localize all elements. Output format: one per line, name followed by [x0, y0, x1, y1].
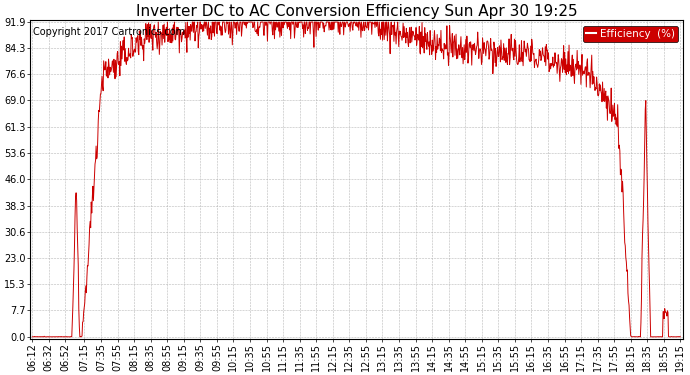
Legend: Efficiency  (%): Efficiency (%): [583, 26, 678, 42]
Text: Copyright 2017 Cartronics.com: Copyright 2017 Cartronics.com: [33, 27, 185, 37]
Title: Inverter DC to AC Conversion Efficiency Sun Apr 30 19:25: Inverter DC to AC Conversion Efficiency …: [135, 4, 577, 19]
